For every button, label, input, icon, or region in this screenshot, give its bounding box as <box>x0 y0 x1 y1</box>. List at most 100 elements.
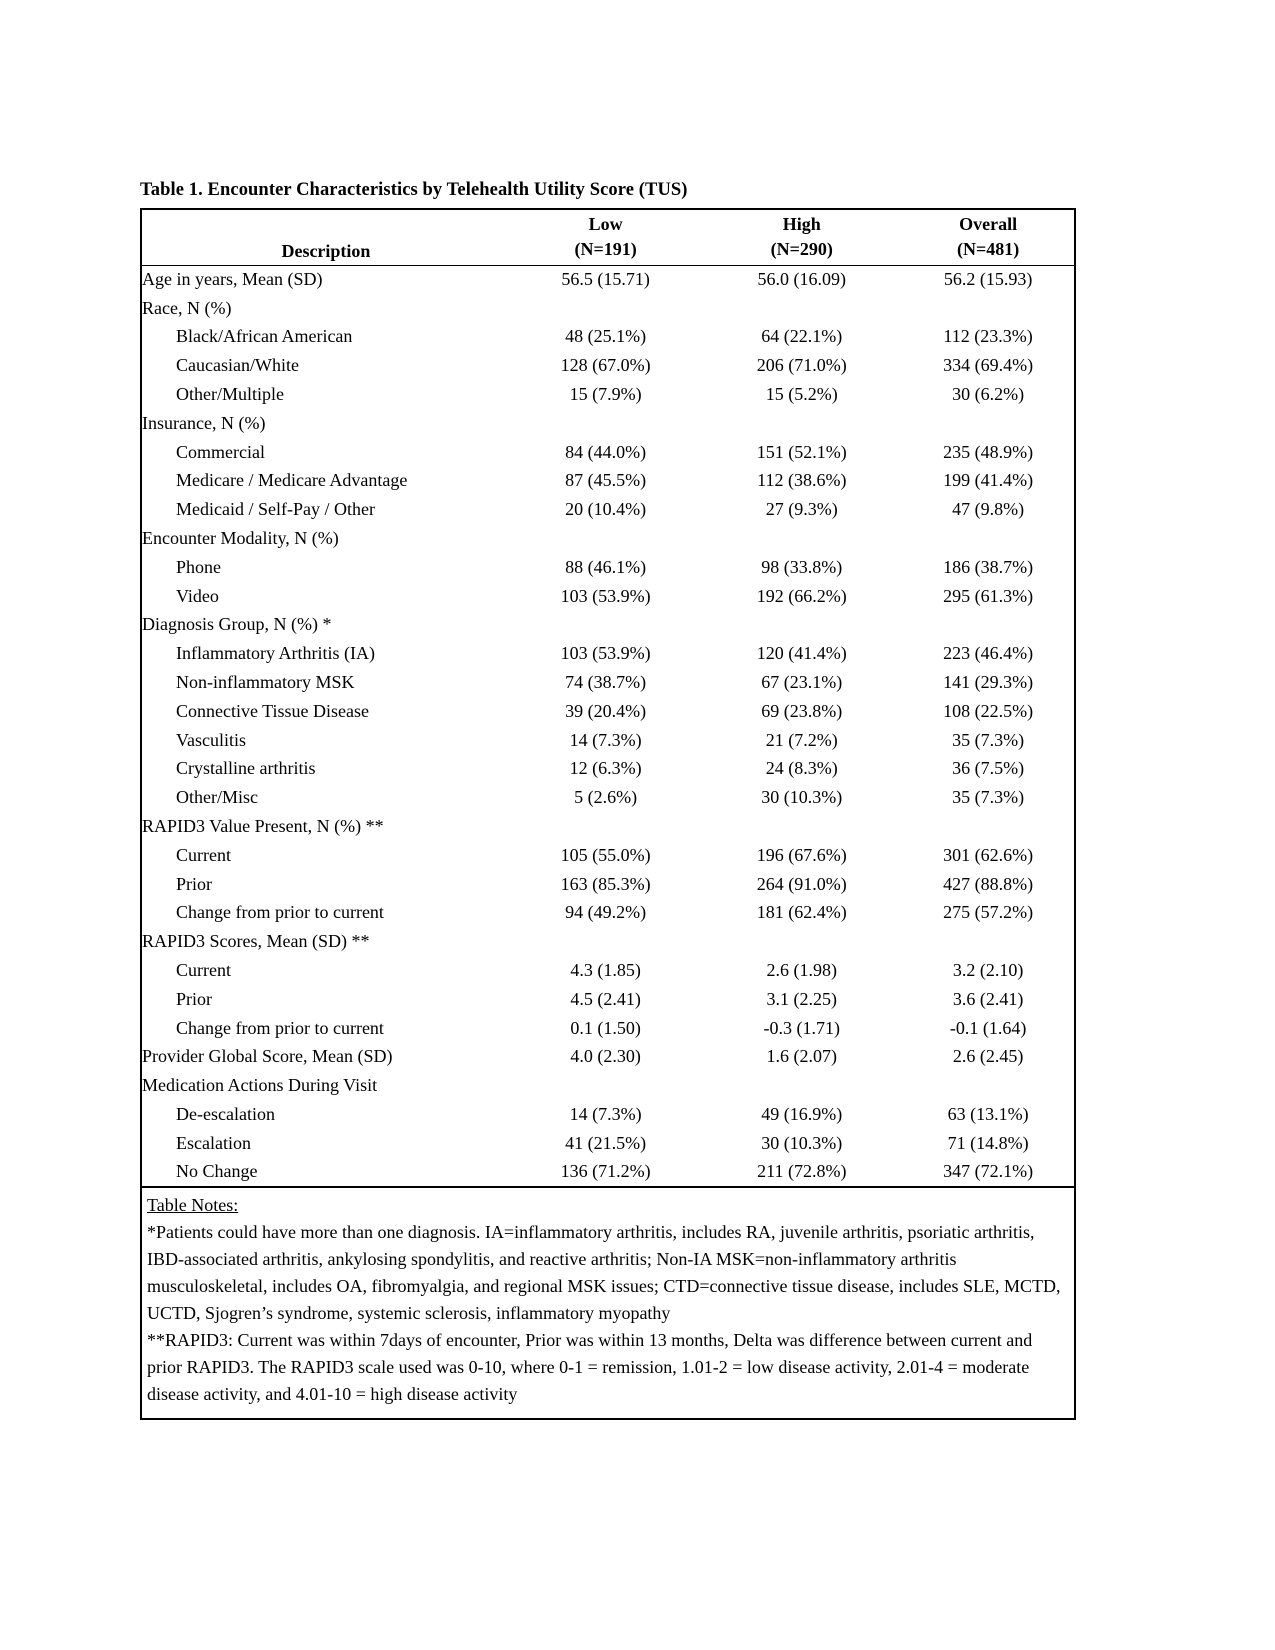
row-value <box>510 611 701 640</box>
row-value <box>701 1071 902 1100</box>
row-value: 5 (2.6%) <box>574 787 638 808</box>
row-value: 35 (7.3%) <box>952 787 1025 808</box>
row-label: Non-inflammatory MSK <box>176 672 355 693</box>
row-label: Medicare / Medicare Advantage <box>176 470 408 491</box>
row-label: Medicaid / Self-Pay / Other <box>176 499 375 520</box>
table-row: Video 103 (53.9%) 192 (66.2%) 295 (61.3%) <box>141 582 1075 611</box>
table-row: Current 105 (55.0%) 196 (67.6%) 301 (62.6%) <box>141 841 1075 870</box>
table-row: Medicare / Medicare Advantage 87 (45.5%) 1… <box>141 467 1075 496</box>
row-label: Race, N (%) <box>142 297 232 318</box>
row-value: 235 (48.9%) <box>943 441 1034 462</box>
row-value: 4.0 (2.30) <box>570 1046 641 1067</box>
row-value: 206 (71.0%) <box>756 355 847 376</box>
table-header: Description Low (N=191) High (N=290) Ove… <box>141 209 1075 266</box>
row-value: 1.6 (2.07) <box>766 1046 838 1067</box>
row-value: 2.6 (1.98) <box>766 960 838 981</box>
notes-heading: Table Notes: <box>147 1194 239 1215</box>
row-value: 120 (41.4%) <box>756 643 847 664</box>
table-row: Escalation 41 (21.5%) 30 (10.3%) 71 (14.8%) <box>141 1129 1075 1158</box>
table-row: De-escalation 14 (7.3%) 49 (16.9%) 63 (13.1… <box>141 1100 1075 1129</box>
row-value: 39 (20.4%) <box>565 700 647 721</box>
table-row: Other/Multiple 15 (7.9%) 15 (5.2%) 30 (6.2%… <box>141 380 1075 409</box>
row-value: 112 (38.6%) <box>757 470 847 491</box>
table-row: Provider Global Score, Mean (SD) 4.0 (2.3… <box>141 1043 1075 1072</box>
row-label: Change from prior to current <box>176 1017 384 1038</box>
row-value: 264 (91.0%) <box>756 873 847 894</box>
table-notes: Table Notes: *Patients could have more t… <box>140 1187 1076 1420</box>
table-row: Black/African American 48 (25.1%) 64 (22.1… <box>141 323 1075 352</box>
table-row: Inflammatory Arthritis (IA) 103 (53.9%) 12… <box>141 639 1075 668</box>
row-value <box>701 294 902 323</box>
row-value: 30 (6.2%) <box>952 384 1025 405</box>
row-value: 74 (38.7%) <box>565 672 647 693</box>
row-label: RAPID3 Value Present, N (%) ** <box>142 816 384 837</box>
row-value: 275 (57.2%) <box>943 902 1034 923</box>
row-value: 20 (10.4%) <box>565 499 647 520</box>
table-row: Current 4.3 (1.85) 2.6 (1.98) 3.2 (2.10) <box>141 956 1075 985</box>
row-value: 63 (13.1%) <box>947 1104 1029 1124</box>
row-value: 36 (7.5%) <box>952 758 1025 779</box>
row-label: Prior <box>176 873 212 894</box>
row-value: 21 (7.2%) <box>765 729 838 750</box>
row-value: 14 (7.3%) <box>569 729 642 750</box>
row-label: Insurance, N (%) <box>142 412 266 433</box>
row-label: Current <box>176 844 231 865</box>
table-row: Non-inflammatory MSK 74 (38.7%) 67 (23.1%)… <box>141 668 1075 697</box>
row-value: 186 (38.7%) <box>943 556 1034 577</box>
row-value <box>701 611 902 640</box>
row-value: 94 (49.2%) <box>565 902 647 923</box>
row-value: 112 (23.3%) <box>943 326 1033 347</box>
col-header-high-n: (N=290) <box>770 238 833 259</box>
section-row: Insurance, N (%) <box>141 409 1075 438</box>
row-value: 141 (29.3%) <box>943 672 1034 693</box>
table-row: Change from prior to current 0.1 (1.50) -0… <box>141 1014 1075 1043</box>
row-value <box>902 294 1075 323</box>
row-value <box>510 812 701 841</box>
row-value: 48 (25.1%) <box>565 326 647 347</box>
row-value: 47 (9.8%) <box>952 499 1025 520</box>
table-body: Age in years, Mean (SD) 56.5 (15.71) 56.0 … <box>141 265 1075 1187</box>
row-value: -0.3 (1.71) <box>763 1017 841 1038</box>
table-row: No Change 136 (71.2%) 211 (72.8%) 347 (72.1… <box>141 1158 1075 1187</box>
row-value: 192 (66.2%) <box>756 585 847 606</box>
section-row: Medication Actions During Visit <box>141 1071 1075 1100</box>
row-value: -0.1 (1.64) <box>949 1017 1027 1038</box>
row-value: 103 (53.9%) <box>560 585 651 606</box>
section-row: Diagnosis Group, N (%) * <box>141 611 1075 640</box>
row-value <box>902 927 1075 956</box>
row-label: Age in years, Mean (SD) <box>142 269 323 290</box>
encounter-characteristics-table: Description Low (N=191) High (N=290) Ove… <box>140 208 1076 1188</box>
row-value: 0.1 (1.50) <box>570 1017 641 1038</box>
row-value: 41 (21.5%) <box>565 1132 647 1153</box>
row-value: 56.5 (15.71) <box>561 269 650 290</box>
row-label: Crystalline arthritis <box>176 758 316 779</box>
note-diagnosis: *Patients could have more than one diagn… <box>147 1221 1061 1323</box>
section-row: RAPID3 Scores, Mean (SD) ** <box>141 927 1075 956</box>
table-row: Age in years, Mean (SD) 56.5 (15.71) 56.0 … <box>141 265 1075 294</box>
row-label: Change from prior to current <box>176 902 384 923</box>
row-value: 2.6 (2.45) <box>952 1046 1024 1067</box>
row-label: Escalation <box>176 1132 251 1153</box>
row-label: Black/African American <box>176 326 353 347</box>
row-value <box>902 611 1075 640</box>
row-value: 151 (52.1%) <box>756 441 847 462</box>
row-value: 24 (8.3%) <box>765 758 838 779</box>
table-row: Other/Misc 5 (2.6%) 30 (10.3%) 35 (7.3%) <box>141 783 1075 812</box>
row-value: 12 (6.3%) <box>569 758 642 779</box>
row-label: Other/Multiple <box>176 384 284 405</box>
row-label: Encounter Modality, N (%) <box>142 528 339 549</box>
col-header-high: High (N=290) <box>701 209 903 266</box>
section-row: Encounter Modality, N (%) <box>141 524 1075 553</box>
row-label: Other/Misc <box>176 787 258 808</box>
row-value <box>701 927 902 956</box>
row-value <box>510 1071 701 1100</box>
row-label: Medication Actions During Visit <box>142 1075 378 1096</box>
row-value: 199 (41.4%) <box>943 470 1034 491</box>
row-label: RAPID3 Scores, Mean (SD) ** <box>142 931 370 952</box>
row-value <box>902 812 1075 841</box>
row-value: 56.0 (16.09) <box>757 269 847 290</box>
row-value: 103 (53.9%) <box>560 643 651 664</box>
col-header-low-label: Low <box>588 214 623 235</box>
row-value: 301 (62.6%) <box>943 844 1034 865</box>
row-value: 35 (7.3%) <box>952 729 1025 750</box>
